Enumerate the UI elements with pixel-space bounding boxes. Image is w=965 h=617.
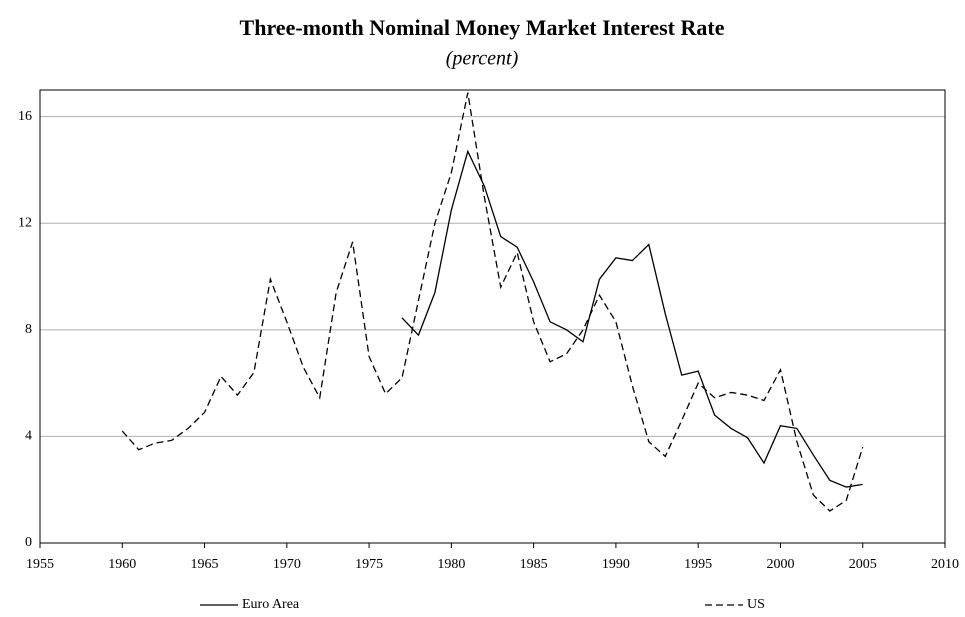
x-tick-label: 2000	[766, 557, 794, 572]
y-tick-label: 16	[18, 109, 32, 124]
x-tick-label: 1965	[191, 557, 219, 572]
x-tick-label: 1985	[520, 557, 548, 572]
x-tick-label: 1980	[437, 557, 465, 572]
x-tick-label: 1995	[684, 557, 712, 572]
plot-frame	[39, 89, 946, 544]
y-tick-label: 8	[25, 322, 32, 337]
y-tick-label: 4	[25, 429, 32, 444]
data-line	[121, 92, 864, 512]
data-line	[401, 149, 863, 488]
legend-label: Euro Area	[242, 597, 300, 612]
x-tick-label: 1975	[355, 557, 383, 572]
x-tick-label: 1955	[26, 557, 54, 572]
chart-subtitle: (percent)	[446, 48, 519, 70]
x-tick-label: 1970	[273, 557, 301, 572]
legend-label: US	[747, 597, 765, 612]
x-tick-label: 2005	[849, 557, 877, 572]
y-tick-label: 12	[18, 215, 32, 230]
x-tick-label: 1990	[602, 557, 630, 572]
chart-title: Three-month Nominal Money Market Interes…	[240, 15, 725, 40]
y-tick-label: 0	[25, 535, 32, 550]
x-tick-label: 2010	[931, 557, 959, 572]
x-tick-label: 1960	[108, 557, 136, 572]
